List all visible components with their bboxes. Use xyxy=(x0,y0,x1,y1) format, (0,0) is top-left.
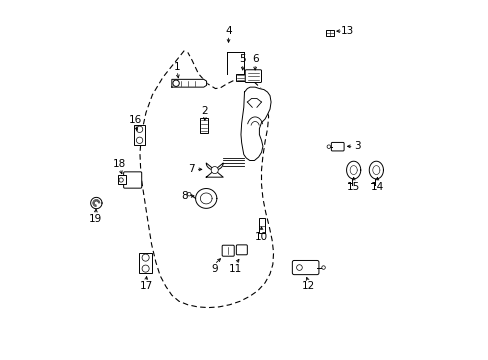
Text: 7: 7 xyxy=(188,165,194,174)
Bar xyxy=(236,74,244,81)
FancyBboxPatch shape xyxy=(244,70,261,82)
Polygon shape xyxy=(171,79,206,87)
FancyBboxPatch shape xyxy=(236,245,247,255)
Text: 15: 15 xyxy=(346,182,360,192)
Polygon shape xyxy=(206,163,223,177)
Polygon shape xyxy=(346,161,360,179)
Circle shape xyxy=(136,137,142,144)
FancyBboxPatch shape xyxy=(123,172,142,188)
Text: 8: 8 xyxy=(181,191,187,201)
Text: 4: 4 xyxy=(225,26,231,36)
FancyBboxPatch shape xyxy=(222,245,234,256)
Text: 11: 11 xyxy=(228,264,242,274)
Text: 1: 1 xyxy=(174,62,180,72)
Bar xyxy=(258,218,264,233)
Circle shape xyxy=(326,145,330,148)
Circle shape xyxy=(296,265,302,270)
Text: 12: 12 xyxy=(301,281,314,291)
Bar xyxy=(118,175,126,184)
Polygon shape xyxy=(90,197,102,209)
Polygon shape xyxy=(195,189,216,208)
Circle shape xyxy=(136,126,142,132)
Circle shape xyxy=(119,178,123,182)
Bar xyxy=(200,118,207,133)
Circle shape xyxy=(211,167,218,174)
Text: 17: 17 xyxy=(139,281,152,291)
Circle shape xyxy=(187,192,191,196)
Circle shape xyxy=(142,265,149,272)
Polygon shape xyxy=(241,87,270,161)
Text: 14: 14 xyxy=(370,182,383,192)
Text: 16: 16 xyxy=(128,115,142,125)
Text: 13: 13 xyxy=(340,26,353,36)
Text: 5: 5 xyxy=(239,54,245,64)
FancyBboxPatch shape xyxy=(331,143,344,151)
Text: 19: 19 xyxy=(89,214,102,224)
Circle shape xyxy=(173,80,179,86)
Circle shape xyxy=(142,254,149,261)
Text: 3: 3 xyxy=(354,141,361,151)
FancyBboxPatch shape xyxy=(292,260,318,275)
Text: 6: 6 xyxy=(251,54,258,64)
Bar xyxy=(139,253,152,273)
Bar xyxy=(134,125,145,145)
Text: 2: 2 xyxy=(201,106,208,116)
Circle shape xyxy=(321,266,325,269)
Text: 10: 10 xyxy=(254,232,267,242)
Bar xyxy=(325,30,333,36)
Polygon shape xyxy=(368,161,383,179)
Text: 18: 18 xyxy=(113,159,126,169)
Text: 9: 9 xyxy=(211,264,217,274)
